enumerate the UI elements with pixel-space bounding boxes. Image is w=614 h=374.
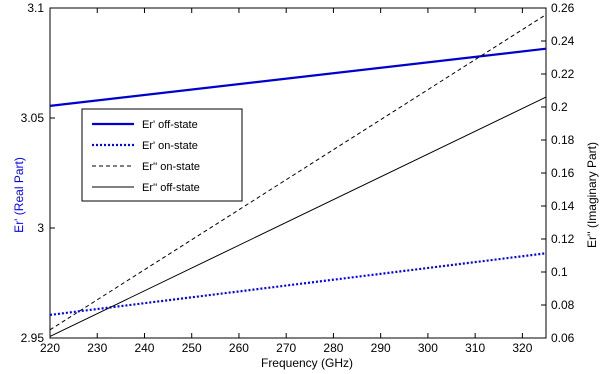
y-right-tick-label: 0.16 [551, 166, 575, 180]
legend-label: Er' off-state [142, 119, 198, 131]
series-line-2 [49, 252, 547, 316]
series-line-4 [49, 96, 547, 337]
series-line-1 [49, 47, 547, 107]
x-tick-label: 270 [276, 341, 296, 355]
y-right-tick-label: 0.22 [551, 67, 575, 81]
y-axis-right-label: Er'' (Imaginary Part) [585, 142, 599, 248]
x-tick-label: 220 [40, 341, 60, 355]
y-left-tick-label: 2.95 [21, 331, 45, 345]
y-right-tick-label: 0.18 [551, 133, 575, 147]
x-tick-label: 320 [512, 341, 532, 355]
legend-label: Er'' off-state [142, 182, 200, 194]
x-tick-label: 280 [323, 341, 343, 355]
y-right-tick-label: 0.06 [551, 331, 575, 345]
series-layer [49, 14, 547, 337]
y-left-tick-label: 3 [37, 221, 44, 235]
legend-label: Er' on-state [142, 140, 198, 152]
x-tick-label: 240 [134, 341, 154, 355]
y-left-tick-label: 3.05 [21, 111, 45, 125]
y-right-tick-label: 0.08 [551, 298, 575, 312]
x-tick-label: 260 [229, 341, 249, 355]
y-right-tick-label: 0.12 [551, 232, 575, 246]
legend: Er' off-state Er' on-state Er'' on-state Er… [81, 108, 243, 202]
ticks-layer: 220 230 240 250 260 270 280 290 300 310 320 2.95 3 3.… [21, 1, 575, 355]
x-tick-label: 310 [465, 341, 485, 355]
y-right-tick-label: 0.2 [551, 100, 568, 114]
x-tick-label: 290 [371, 341, 391, 355]
y-right-tick-label: 0.1 [551, 265, 568, 279]
y-left-tick-label: 3.1 [27, 1, 44, 15]
y-right-tick-label: 0.14 [551, 199, 575, 213]
x-tick-label: 300 [418, 341, 438, 355]
x-tick-label: 250 [182, 341, 202, 355]
x-tick-label: 230 [87, 341, 107, 355]
x-axis-label: Frequency (GHz) [261, 356, 353, 370]
y-axis-left-label: Er' (Real Part) [12, 157, 26, 233]
y-right-tick-label: 0.26 [551, 1, 575, 15]
y-right-tick-label: 0.24 [551, 34, 575, 48]
legend-label: Er'' on-state [142, 161, 200, 173]
